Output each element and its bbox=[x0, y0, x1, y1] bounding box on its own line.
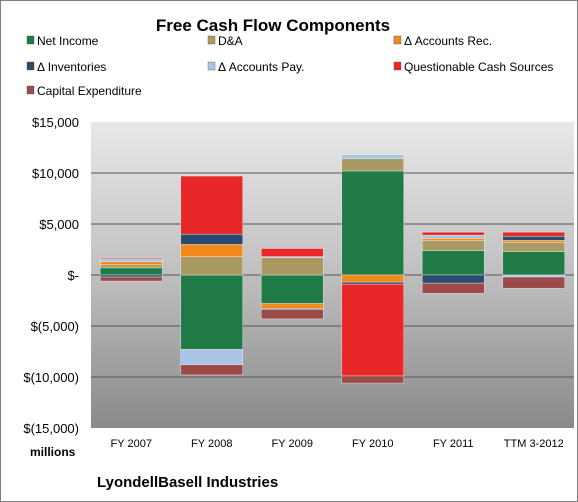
bar-segment-questionable-cash-sources bbox=[341, 283, 405, 377]
unit-label: millions bbox=[30, 445, 76, 459]
bar-segment-inventories bbox=[180, 233, 244, 245]
bar-segment-accounts-pay bbox=[99, 258, 163, 263]
bar-segment-net-income bbox=[341, 170, 405, 276]
bar-segment-net-income bbox=[99, 267, 163, 276]
bar-segment-accounts-rec bbox=[341, 274, 405, 283]
bar-segment-questionable-cash-sources bbox=[99, 257, 163, 259]
bar-segment-capital-expenditure bbox=[502, 276, 566, 289]
bar-segment-accounts-pay bbox=[180, 349, 244, 366]
legend-swatch-questionable-cash-sources bbox=[393, 61, 402, 71]
bar-segment-capital-expenditure bbox=[260, 309, 324, 320]
legend: Net Income D&A Δ Accounts Rec. Δ Inventorie… bbox=[26, 34, 553, 98]
legend-swatch-capital-expenditure bbox=[26, 85, 35, 95]
legend-label-accounts-pay: Δ Accounts Pay. bbox=[218, 60, 305, 74]
y-tick-label: $(15,000) bbox=[23, 421, 79, 436]
legend-label-d-a: D&A bbox=[218, 34, 243, 48]
x-axis: FY 2007 FY 2008 FY 2009 FY 2010 FY 2011 TTM 3… bbox=[111, 438, 564, 450]
bar-segment-d-a bbox=[260, 257, 324, 276]
bar-segment-questionable-cash-sources bbox=[180, 175, 244, 235]
bar-segment-accounts-pay bbox=[341, 154, 405, 160]
y-tick-label: $(5,000) bbox=[31, 319, 79, 334]
legend-label-net-income: Net Income bbox=[37, 34, 99, 48]
y-tick-label: $(10,000) bbox=[23, 370, 79, 385]
x-tick-label: FY 2011 bbox=[433, 438, 474, 450]
x-tick-label: FY 2009 bbox=[272, 438, 313, 450]
bar-segment-questionable-cash-sources bbox=[502, 231, 566, 237]
bar-segment-d-a bbox=[502, 242, 566, 252]
y-tick-label: $5,000 bbox=[39, 217, 79, 232]
y-tick-label: $10,000 bbox=[32, 166, 79, 181]
legend-label-accounts-rec: Δ Accounts Rec. bbox=[404, 34, 492, 48]
x-tick-label: TTM 3-2012 bbox=[504, 438, 564, 450]
legend-label-capital-expenditure: Capital Expenditure bbox=[37, 84, 142, 98]
x-tick-label: FY 2010 bbox=[352, 438, 393, 450]
bar-segment-net-income bbox=[180, 274, 244, 350]
y-axis: $15,000 $10,000 $5,000 $- $(5,000) $(10,000) $… bbox=[23, 115, 79, 436]
legend-swatch-inventories bbox=[26, 61, 35, 71]
bar-segment-questionable-cash-sources bbox=[260, 248, 324, 257]
bar-segment-net-income bbox=[260, 274, 324, 304]
bar-segment-questionable-cash-sources bbox=[421, 231, 485, 236]
bar-segment-d-a bbox=[99, 264, 163, 269]
bar-segment-inventories bbox=[502, 235, 566, 241]
bar-segment-accounts-pay bbox=[502, 274, 566, 278]
bar-segment-d-a bbox=[341, 158, 405, 172]
legend-swatch-accounts-rec bbox=[393, 35, 402, 45]
bar-segment-accounts-rec bbox=[99, 261, 163, 266]
gridlines bbox=[91, 172, 574, 378]
bar-segment-d-a bbox=[180, 256, 244, 276]
y-tick-label: $- bbox=[67, 268, 79, 283]
bar-segment-accounts-pay bbox=[421, 234, 485, 239]
company-name: LyondellBasell Industries bbox=[97, 474, 278, 491]
bar-segment-accounts-rec bbox=[180, 244, 244, 257]
legend-swatch-net-income bbox=[26, 35, 35, 45]
bar-segment-capital-expenditure bbox=[421, 282, 485, 294]
bars bbox=[99, 154, 566, 384]
bar-segment-capital-expenditure bbox=[180, 364, 244, 376]
legend-swatch-d-a bbox=[207, 35, 216, 45]
bar-segment-net-income bbox=[421, 250, 485, 276]
bar-segment-capital-expenditure bbox=[341, 375, 405, 384]
legend-label-questionable-cash-sources: Questionable Cash Sources bbox=[404, 60, 553, 74]
legend-label-inventories: Δ Inventories bbox=[37, 60, 106, 74]
bar-segment-capital-expenditure bbox=[99, 276, 163, 282]
bar-segment-d-a bbox=[421, 240, 485, 251]
bar-segment-accounts-rec bbox=[260, 303, 324, 309]
bar-segment-net-income bbox=[502, 251, 566, 276]
y-tick-label: $15,000 bbox=[32, 115, 79, 130]
bar-segment-accounts-rec bbox=[502, 240, 566, 243]
bar-segment-inventories bbox=[341, 281, 405, 285]
legend-swatch-accounts-pay bbox=[207, 61, 216, 71]
bar-segment-inventories bbox=[99, 274, 163, 278]
bar-segment-inventories bbox=[421, 274, 485, 284]
x-tick-label: FY 2008 bbox=[191, 438, 232, 450]
bar-segment-accounts-rec bbox=[421, 237, 485, 241]
chart-title: Free Cash Flow Components bbox=[156, 16, 390, 35]
x-tick-label: FY 2007 bbox=[111, 438, 152, 450]
